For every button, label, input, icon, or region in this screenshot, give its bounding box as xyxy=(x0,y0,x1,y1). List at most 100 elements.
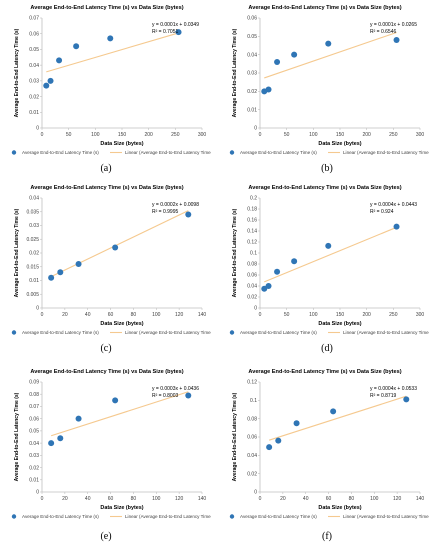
trend-equation: y = 0.0002x + 0.0098 xyxy=(152,202,199,208)
y-axis-label: Average End-to-End Latency Time (s) xyxy=(14,392,20,481)
chart-b: Average End-to-End Latency Time (s) vs D… xyxy=(229,5,430,155)
y-tick-label: 0.04 xyxy=(247,52,257,58)
y-tick-label: 0.05 xyxy=(29,429,39,435)
chart-c: Average End-to-End Latency Time (s) vs D… xyxy=(11,185,212,335)
legend-label-trend: Linear (Average End-to-End Latency Time … xyxy=(343,150,430,155)
data-point xyxy=(291,51,298,58)
x-tick-label: 0 xyxy=(259,496,262,502)
y-tick-label: 0.1 xyxy=(250,251,257,257)
data-point xyxy=(265,283,272,289)
y-tick-label: 0.01 xyxy=(29,477,39,483)
y-tick-label: 0.03 xyxy=(29,79,39,85)
data-point xyxy=(275,437,282,444)
x-tick-label: 120 xyxy=(393,496,402,502)
data-point xyxy=(325,40,332,47)
data-point xyxy=(266,444,273,451)
legend-marker-points xyxy=(229,150,235,155)
y-tick-label: 0 xyxy=(36,126,39,132)
x-tick-label: 120 xyxy=(175,312,184,318)
y-tick-label: 0.015 xyxy=(26,264,39,270)
data-point xyxy=(291,258,298,265)
trend-line xyxy=(264,226,397,283)
x-tick-label: 0 xyxy=(41,496,44,502)
y-tick-label: 0.01 xyxy=(29,278,39,284)
trend-line xyxy=(50,391,189,437)
y-tick-label: 0.025 xyxy=(26,237,39,243)
data-point xyxy=(112,397,119,404)
legend-label-trend: Linear (Average End-to-End Latency Time … xyxy=(125,150,212,155)
y-tick-label: 0.02 xyxy=(29,94,39,100)
trend-equation: y = 0.0004x + 0.0443 xyxy=(370,202,417,208)
x-tick-label: 250 xyxy=(171,132,180,138)
r-squared: R² = 0.7051 xyxy=(152,29,178,35)
y-tick-label: 0.04 xyxy=(29,196,39,202)
chart-title: Average End-to-End Latency Time (s) vs D… xyxy=(248,185,401,191)
x-tick-label: 20 xyxy=(62,312,68,318)
y-tick-label: 0.04 xyxy=(29,63,39,69)
x-tick-label: 100 xyxy=(309,132,318,138)
legend-label-points: Average End-to-End Latency Time (s) xyxy=(240,150,317,155)
y-axis-label: Average End-to-End Latency Time (s) xyxy=(232,392,238,481)
x-axis-label: Data Size (bytes) xyxy=(318,141,361,147)
x-tick-label: 40 xyxy=(85,312,91,318)
x-tick-label: 80 xyxy=(131,312,137,318)
y-tick-label: 0.02 xyxy=(247,471,257,477)
data-point xyxy=(325,242,332,249)
y-tick-label: 0.05 xyxy=(247,34,257,40)
x-axis-label: Data Size (bytes) xyxy=(318,505,361,511)
data-point xyxy=(261,285,268,292)
x-axis-label: Data Size (bytes) xyxy=(100,321,143,327)
caption-f: (f) xyxy=(322,531,332,542)
caption-e: (e) xyxy=(100,531,112,542)
trend-equation: y = 0.0001x + 0.0265 xyxy=(370,22,417,28)
y-tick-label: 0 xyxy=(254,490,257,496)
y-tick-label: 0.1 xyxy=(250,398,257,404)
legend-label-trend: Linear (Average End-to-End Latency Time … xyxy=(343,330,430,335)
x-tick-label: 150 xyxy=(336,312,345,318)
x-tick-label: 300 xyxy=(198,132,207,138)
x-tick-label: 300 xyxy=(416,312,425,318)
legend-label-points: Average End-to-End Latency Time (s) xyxy=(22,150,99,155)
y-tick-label: 0.03 xyxy=(247,71,257,77)
x-tick-label: 0 xyxy=(259,132,262,138)
data-point xyxy=(107,35,114,42)
legend-marker-points xyxy=(11,514,17,519)
data-point xyxy=(57,435,64,442)
trend-line xyxy=(46,32,179,73)
legend-marker-points xyxy=(11,330,17,335)
y-tick-label: 0.02 xyxy=(247,295,257,301)
chart-title: Average End-to-End Latency Time (s) vs D… xyxy=(30,369,183,375)
data-point xyxy=(75,415,82,422)
x-tick-label: 0 xyxy=(41,132,44,138)
trend-line xyxy=(50,210,189,278)
y-tick-label: 0.2 xyxy=(250,196,257,202)
y-tick-label: 0.09 xyxy=(29,380,39,386)
data-point xyxy=(47,77,54,84)
data-point xyxy=(393,37,400,43)
y-tick-label: 0.05 xyxy=(29,47,39,53)
y-tick-label: 0.07 xyxy=(29,16,39,22)
y-tick-label: 0.08 xyxy=(29,392,39,398)
x-tick-label: 20 xyxy=(280,496,286,502)
r-squared: R² = 0.924 xyxy=(370,209,394,215)
chart-a: Average End-to-End Latency Time (s) vs D… xyxy=(11,5,212,155)
y-tick-label: 0.01 xyxy=(247,107,257,113)
data-point xyxy=(274,268,281,275)
y-tick-label: 0.035 xyxy=(26,209,39,215)
y-tick-label: 0.03 xyxy=(29,453,39,459)
y-tick-label: 0.08 xyxy=(247,262,257,268)
trend-line xyxy=(264,31,397,79)
legend-label-trend: Linear (Average End-to-End Latency Time … xyxy=(125,514,212,519)
y-tick-label: 0 xyxy=(36,490,39,496)
r-squared: R² = 0.9995 xyxy=(152,209,178,215)
trend-line xyxy=(268,395,407,441)
x-tick-label: 60 xyxy=(108,312,114,318)
x-tick-label: 40 xyxy=(85,496,91,502)
data-point xyxy=(265,86,272,93)
data-point xyxy=(175,29,182,36)
y-tick-label: 0.12 xyxy=(247,380,257,386)
data-point xyxy=(393,223,400,230)
y-tick-label: 0.07 xyxy=(29,404,39,410)
data-point xyxy=(185,211,192,218)
x-tick-label: 150 xyxy=(336,132,345,138)
